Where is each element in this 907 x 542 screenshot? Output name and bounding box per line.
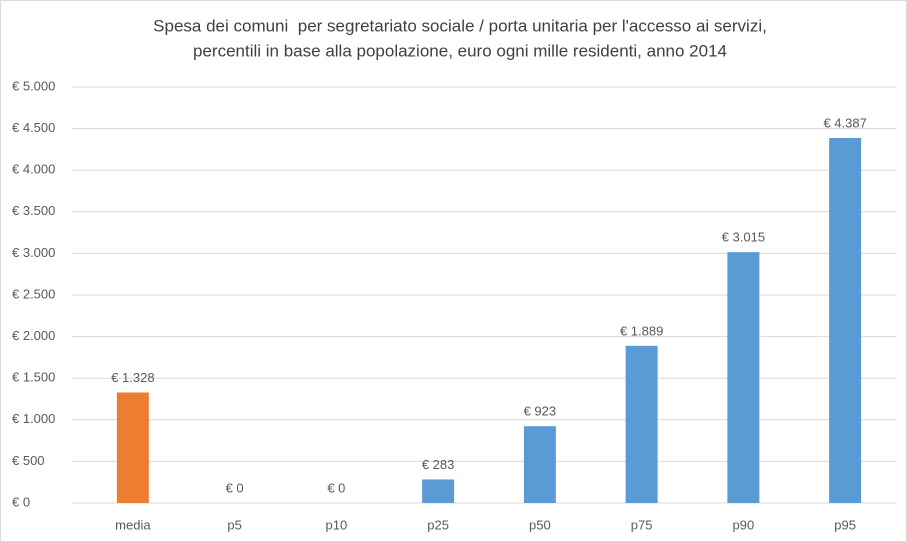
- y-tick-label: € 1.500: [12, 370, 55, 385]
- y-tick-label: € 2.000: [12, 328, 55, 343]
- data-label: € 283: [422, 457, 455, 472]
- data-label: € 923: [524, 404, 557, 419]
- x-tick-label: p25: [427, 517, 449, 532]
- y-tick-label: € 4.500: [12, 120, 55, 135]
- data-label: € 1.328: [111, 370, 154, 385]
- x-tick-label: p90: [733, 517, 755, 532]
- bar: [727, 252, 760, 503]
- y-tick-label: € 5.000: [12, 78, 55, 93]
- x-tick-label: p5: [227, 517, 241, 532]
- y-tick-label: € 500: [12, 453, 45, 468]
- chart-title: Spesa dei comuni per segretariato social…: [153, 16, 767, 35]
- data-label: € 1.889: [620, 323, 663, 338]
- y-tick-label: € 3.000: [12, 245, 55, 260]
- data-label: € 0: [327, 480, 345, 495]
- data-label: € 0: [226, 480, 244, 495]
- bar: [829, 138, 862, 504]
- y-tick-label: € 4.000: [12, 162, 55, 177]
- x-tick-label: p95: [834, 517, 856, 532]
- x-tick-label: media: [115, 517, 151, 532]
- x-tick-label: p75: [631, 517, 653, 532]
- data-label: € 3.015: [722, 230, 765, 245]
- y-tick-label: € 2.500: [12, 286, 55, 301]
- chart-title: percentili in base alla popolazione, eur…: [193, 41, 727, 60]
- y-tick-label: € 0: [12, 494, 30, 509]
- bar: [422, 479, 455, 503]
- bar: [523, 426, 556, 503]
- data-label: € 4.387: [823, 115, 866, 130]
- bar: [116, 392, 149, 503]
- bar: [625, 345, 658, 503]
- y-tick-label: € 3.500: [12, 203, 55, 218]
- x-tick-label: p10: [326, 517, 348, 532]
- y-tick-label: € 1.000: [12, 411, 55, 426]
- x-tick-label: p50: [529, 517, 551, 532]
